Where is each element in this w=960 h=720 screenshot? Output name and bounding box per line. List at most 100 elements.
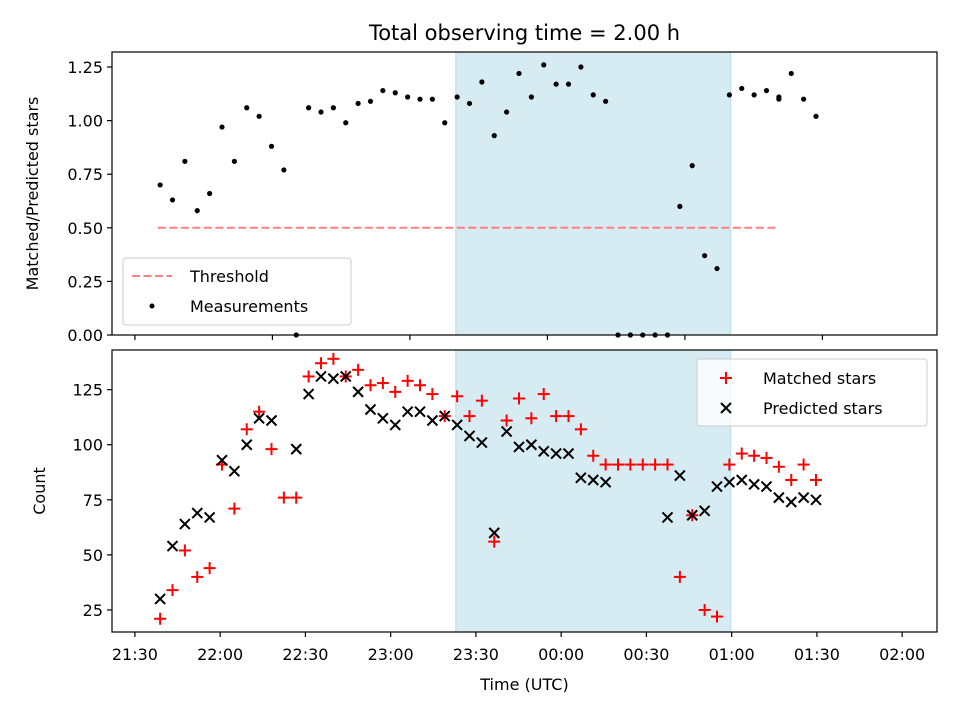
measurement-point [281, 167, 287, 173]
bottom-x-tick-label: 01:30 [794, 645, 840, 664]
measurement-point [244, 105, 250, 111]
matched-star-point [178, 544, 191, 557]
predicted-star-point [587, 474, 599, 486]
measurement-point [801, 96, 807, 102]
bottom-x-tick-label: 22:30 [282, 645, 328, 664]
measurement-point [355, 100, 361, 107]
matched-star-point [203, 562, 216, 575]
measurement-point [380, 87, 386, 94]
predicted-star-point [488, 527, 500, 539]
bottom-x-tick-label: 02:00 [879, 645, 925, 664]
top-x-axis-ticks [134, 335, 824, 340]
predicted-star-point [315, 370, 327, 383]
predicted-star-point [401, 405, 414, 418]
predicted-star-point [723, 476, 736, 488]
matched-star-point [612, 458, 624, 471]
measurement-points [157, 62, 819, 338]
predicted-star-point [166, 540, 179, 552]
top-y-tick-label: 1.00 [67, 112, 103, 131]
top-panel: 0.00 0.25 0.50 0.75 1.00 1.25 Total observing… [23, 21, 938, 345]
predicted-star-point [599, 476, 612, 488]
measurement-point [318, 109, 324, 115]
bottom-legend-box [696, 358, 928, 427]
matched-star-point [253, 405, 266, 418]
measurement-point [590, 92, 596, 98]
predicted-star-point [760, 480, 773, 493]
matched-star-point [240, 423, 253, 436]
predicted-star-point [377, 412, 389, 425]
predicted-star-point [575, 472, 587, 484]
matched-star-point [513, 392, 525, 405]
predicted-star-point [253, 412, 265, 425]
measurement-point [194, 208, 200, 214]
predicted-star-point [241, 439, 253, 451]
matched-star-point [673, 570, 686, 583]
matched-star-point [760, 451, 773, 464]
matched-star-point [735, 447, 748, 460]
top-legend-box [122, 257, 352, 326]
measurement-point [367, 98, 374, 104]
predicted-star-point [216, 454, 228, 466]
matched-star-point [463, 410, 476, 423]
predicted-star-point [439, 410, 451, 422]
measurement-point [343, 120, 349, 126]
top-axes-frame [111, 51, 938, 336]
predicted-star-point [550, 447, 562, 460]
matched-star-point [698, 603, 711, 616]
legend-measurements-swatch [149, 303, 155, 309]
observing-window-shade [455, 51, 732, 336]
matched-star-point [785, 473, 798, 486]
measurement-point [169, 197, 176, 203]
matched-star-point [154, 612, 167, 625]
x-axis-label: Time (UTC) [479, 675, 568, 694]
measurement-point [454, 94, 460, 100]
predicted-star-point [302, 388, 315, 400]
predicted-star-point [340, 370, 352, 383]
bottom-x-tick-label: 01:00 [709, 645, 755, 664]
matched-star-point [772, 460, 785, 473]
predicted-stars-points [154, 370, 822, 605]
matched-star-point [475, 394, 488, 407]
legend-threshold-label: Threshold [189, 267, 269, 286]
matched-star-point [723, 458, 736, 471]
predicted-star-point [203, 511, 216, 524]
bottom-y-tick-label: 50 [83, 546, 103, 565]
matched-star-point [302, 370, 315, 383]
measurement-point [714, 265, 720, 272]
measurement-point [776, 96, 782, 102]
top-y-axis-ticks: 0.00 0.25 0.50 0.75 1.00 1.25 [67, 58, 112, 345]
matched-star-point [525, 412, 538, 425]
predicted-star-point [327, 372, 340, 385]
matched-star-point [562, 410, 575, 423]
bottom-x-axis-ticks: 21:30 22:00 22:30 23:00 23:30 00:00 00:30 01:00… [112, 632, 925, 664]
measurement-point [442, 120, 448, 126]
matched-star-point [327, 352, 340, 365]
measurement-point [689, 163, 695, 169]
measurement-point [330, 105, 336, 111]
bottom-x-tick-label: 23:30 [453, 645, 499, 664]
bottom-x-tick-label: 22:00 [197, 645, 243, 664]
bottom-y-tick-label: 25 [83, 601, 103, 620]
matched-star-point [810, 473, 822, 486]
matched-star-point [748, 449, 761, 462]
top-y-tick-label: 0.75 [67, 165, 103, 184]
matched-star-point [500, 414, 513, 427]
predicted-star-point [748, 478, 760, 491]
matched-star-point [711, 610, 723, 623]
matched-star-point [599, 458, 612, 471]
measurement-point [565, 81, 572, 87]
bottom-x-tick-label: 23:00 [368, 645, 414, 664]
measurement-point [157, 182, 163, 188]
measurement-point [268, 143, 275, 149]
matched-star-point [352, 363, 365, 376]
matched-star-point [797, 458, 810, 471]
measurement-point [677, 203, 683, 209]
top-y-tick-label: 0.00 [67, 326, 103, 345]
predicted-star-point [773, 491, 785, 504]
measurement-point [429, 96, 435, 102]
measurement-point [603, 98, 609, 104]
measurement-point [231, 158, 237, 164]
matched-star-point [426, 388, 439, 401]
bottom-y-axis-ticks: 25 50 75 100 125 [72, 381, 112, 620]
predicted-star-point [674, 469, 686, 482]
